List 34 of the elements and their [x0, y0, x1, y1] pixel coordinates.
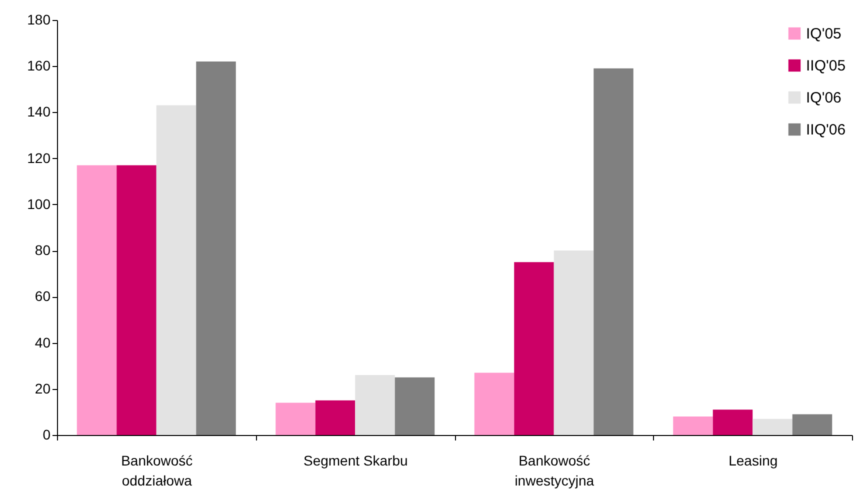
y-tick-label: 20 [34, 380, 51, 396]
bar [514, 262, 554, 435]
x-tick-label: Bankowość oddziałowa [121, 452, 193, 488]
bar [315, 400, 356, 435]
bar [116, 165, 156, 435]
x-tick-label: Segment Skarbu [303, 452, 408, 468]
y-tick-label: 40 [34, 334, 51, 350]
y-tick-label: 120 [27, 150, 51, 166]
y-tick-label: 80 [34, 242, 51, 258]
x-tick-label: Bankowość inwestycyjna [514, 452, 594, 488]
bar [196, 62, 236, 435]
y-tick-label: 60 [34, 288, 51, 304]
y-tick-label: 160 [27, 58, 51, 74]
bar [673, 416, 713, 435]
legend-label: IIQ'06 [806, 122, 846, 138]
bar [474, 372, 514, 435]
bar [712, 410, 753, 435]
legend-label: IQ'06 [806, 90, 842, 106]
y-tick-label: 140 [27, 104, 51, 120]
y-tick-label: 0 [42, 426, 51, 442]
legend-label: IIQ'05 [806, 58, 846, 74]
bar [76, 165, 117, 435]
legend-label: IQ'05 [806, 26, 842, 42]
y-tick-label: 100 [27, 196, 51, 212]
bar [156, 105, 196, 435]
bar [554, 250, 594, 435]
bar [752, 418, 792, 435]
bar [792, 414, 832, 435]
bar [594, 68, 634, 435]
x-tick-label: Leasing [728, 452, 778, 468]
bar [355, 375, 395, 435]
bar [394, 377, 435, 435]
y-tick-label: 180 [27, 12, 51, 28]
bar [276, 402, 316, 435]
